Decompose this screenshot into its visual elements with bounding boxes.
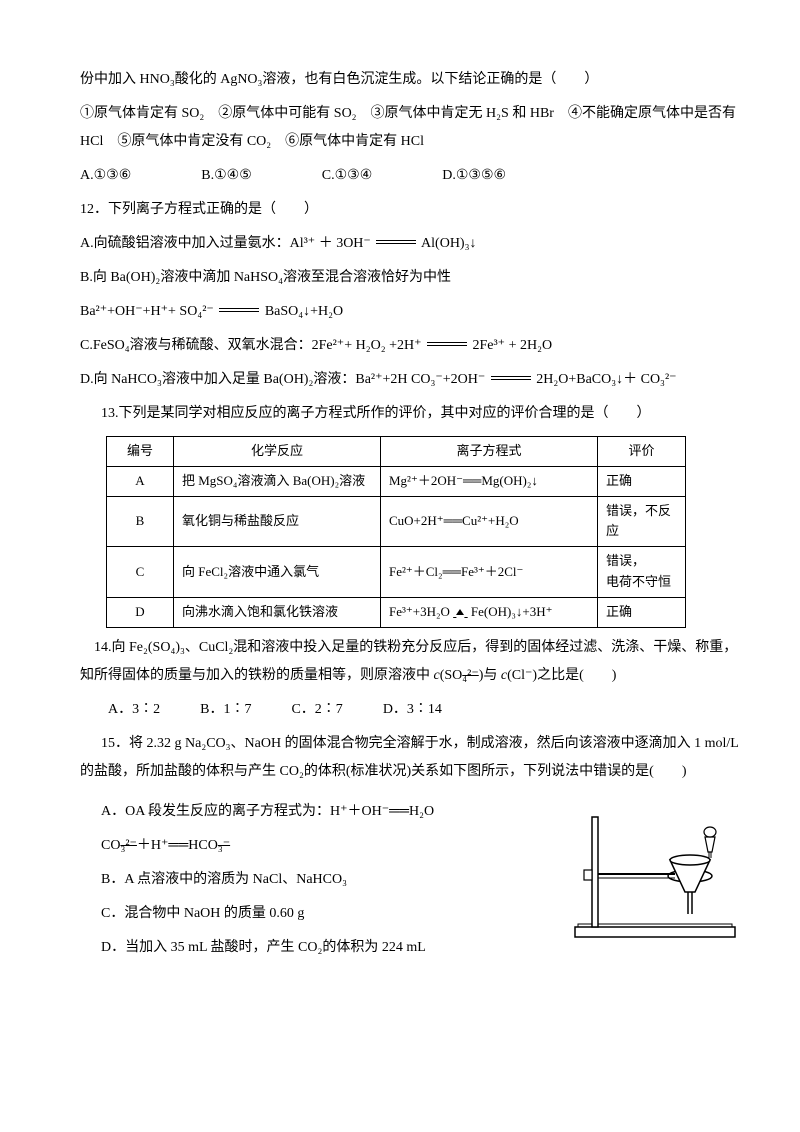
triangle-icon [456,609,464,615]
strike-sub: ₃²⁻ [120,838,136,853]
q12-opt-c: C.FeSO₄溶液与稀硫酸、双氧水混合：2Fe²⁺+ H₂O₂ +2H⁺ 2Fe… [80,332,740,360]
table-row: D 向沸水滴入饱和氯化铁溶液 Fe³⁺+3H₂O Fe(OH)₃↓+3H⁺ 正确 [107,597,686,627]
cell-eq: Mg²⁺＋2OH⁻══Mg(OH)₂↓ [381,466,598,496]
th-eval: 评价 [598,437,686,467]
cell-rx: 氧化铜与稀盐酸反应 [174,496,381,547]
cell-id: C [107,547,174,598]
q12-d-pre: D.向 NaHCO₃溶液中加入足量 Ba(OH)₂溶液：Ba²⁺+2H CO₃⁻… [80,372,489,387]
q13-table: 编号 化学反应 离子方程式 评价 A 把 MgSO₄溶液滴入 Ba(OH)₂溶液… [106,436,686,628]
q12-b-pre: Ba²⁺+OH⁻+H⁺+ SO₄²⁻ [80,304,217,319]
cell-rx: 向沸水滴入饱和氯化铁溶液 [174,597,381,627]
cell-id: A [107,466,174,496]
q15-stem: 15．将 2.32 g Na₂CO₃、NaOH 的固体混合物完全溶解于水，制成溶… [80,730,740,786]
q12-a-pre: A.向硫酸铝溶液中加入过量氨水：Al³⁺ ＋ 3OH⁻ [80,236,374,251]
eq-arrow [376,240,416,244]
cell-id: B [107,496,174,547]
cell-ev: 错误， 电荷不守恒 [598,547,686,598]
q12-c-post: 2Fe³⁺ + 2H₂O [469,338,552,353]
q11-opt-d: D.①③⑤⑥ [442,162,506,190]
q11-circled-items: ①原气体肯定有 SO₂ ②原气体中可能有 SO₂ ③原气体中肯定无 H₂S 和 … [80,100,740,156]
table-row: B 氧化铜与稀盐酸反应 CuO+2H⁺══Cu²⁺+H₂O 错误，不反应 [107,496,686,547]
eq-text: CuO+2H⁺══Cu²⁺+H₂O [389,513,519,528]
q14-stem: 14.向 Fe₂(SO₄)₃、CuCl₂混和溶液中投入足量的铁粉充分反应后，得到… [80,634,740,690]
q11-opt-c: C.①③④ [322,162,373,190]
q12-opt-b-line2: Ba²⁺+OH⁻+H⁺+ SO₄²⁻ BaSO₄↓+H₂O [80,298,740,326]
cell-eq: Fe³⁺+3H₂O Fe(OH)₃↓+3H⁺ [381,597,598,627]
apparatus-figure [570,802,740,953]
eq-arrow [219,308,259,312]
th-equation: 离子方程式 [381,437,598,467]
cell-eq: CuO+2H⁺══Cu²⁺+H₂O [381,496,598,547]
q11-opt-a: A.①③⑥ [80,162,131,190]
q12-opt-d: D.向 NaHCO₃溶液中加入足量 Ba(OH)₂溶液：Ba²⁺+2H CO₃⁻… [80,366,740,394]
cell-eq: Fe²⁺＋Cl₂══Fe³⁺＋2Cl⁻ [381,547,598,598]
q15-options-col: A．OA 段发生反应的离子方程式为：H⁺＋OH⁻══H₂O CO₃²⁻＋H⁺══… [80,792,558,968]
cell-rx: 把 MgSO₄溶液滴入 Ba(OH)₂溶液 [174,466,381,496]
q12-b-post: BaSO₄↓+H₂O [261,304,343,319]
q15-opt-a2: CO₃²⁻＋H⁺══HCO₃⁻ [80,832,558,860]
cell-ev: 正确 [598,466,686,496]
q11-opt-b: B.①④⑤ [201,162,252,190]
q14-opt-b: B．1∶7 [200,696,251,724]
th-id: 编号 [107,437,174,467]
table-row: C 向 FeCl₂溶液中通入氯气 Fe²⁺＋Cl₂══Fe³⁺＋2Cl⁻ 错误，… [107,547,686,598]
q12-c-pre: C.FeSO₄溶液与稀硫酸、双氧水混合：2Fe²⁺+ H₂O₂ +2H⁺ [80,338,425,353]
strike-charge: ₄²⁻ [462,668,478,683]
eq-arrow [427,342,467,346]
cell-id: D [107,597,174,627]
q14-opt-d: D．3∶14 [383,696,442,724]
table-row: A 把 MgSO₄溶液滴入 Ba(OH)₂溶液 Mg²⁺＋2OH⁻══Mg(OH… [107,466,686,496]
q15-body-row: A．OA 段发生反应的离子方程式为：H⁺＋OH⁻══H₂O CO₃²⁻＋H⁺══… [80,792,740,968]
q12-a-post: Al(OH)₃↓ [418,236,476,251]
q14-opt-c: C．2∶7 [291,696,342,724]
q15-opt-c: C．混合物中 NaOH 的质量 0.60 g [80,900,558,928]
q15-opt-b: B．A 点溶液中的溶质为 NaCl、NaHCO₃ [80,866,558,894]
q11-stem-cont: 份中加入 HNO₃酸化的 AgNO₃溶液，也有白色沉淀生成。以下结论正确的是（ … [80,66,740,94]
strike-sub: ₃⁻ [218,838,230,853]
q11-options: A.①③⑥ B.①④⑤ C.①③④ D.①③⑤⑥ [80,162,740,190]
q12-opt-a: A.向硫酸铝溶液中加入过量氨水：Al³⁺ ＋ 3OH⁻ Al(OH)₃↓ [80,230,740,258]
cell-rx: 向 FeCl₂溶液中通入氯气 [174,547,381,598]
lab-apparatus-icon [570,802,740,942]
q15-opt-d: D．当加入 35 mL 盐酸时，产生 CO₂的体积为 224 mL [80,934,558,962]
cell-ev: 正确 [598,597,686,627]
th-reaction: 化学反应 [174,437,381,467]
q15-opt-a: A．OA 段发生反应的离子方程式为：H⁺＋OH⁻══H₂O [80,798,558,826]
cell-ev: 错误，不反应 [598,496,686,547]
q13-stem: 13.下列是某同学对相应反应的离子方程式所作的评价，其中对应的评价合理的是（ ） [80,400,740,428]
q12-stem: 12．下列离子方程式正确的是（ ） [80,196,740,224]
heat-condition [453,604,468,619]
eq-arrow [491,376,531,380]
q12-d-post: 2H₂O+BaCO₃↓＋ CO₃²⁻ [533,372,677,387]
q12-opt-b-line1: B.向 Ba(OH)₂溶液中滴加 NaHSO₄溶液至混合溶液恰好为中性 [80,264,740,292]
table-header-row: 编号 化学反应 离子方程式 评价 [107,437,686,467]
q14-options: A．3∶2 B．1∶7 C．2∶7 D．3∶14 [80,696,740,724]
q14-opt-a: A．3∶2 [108,696,160,724]
